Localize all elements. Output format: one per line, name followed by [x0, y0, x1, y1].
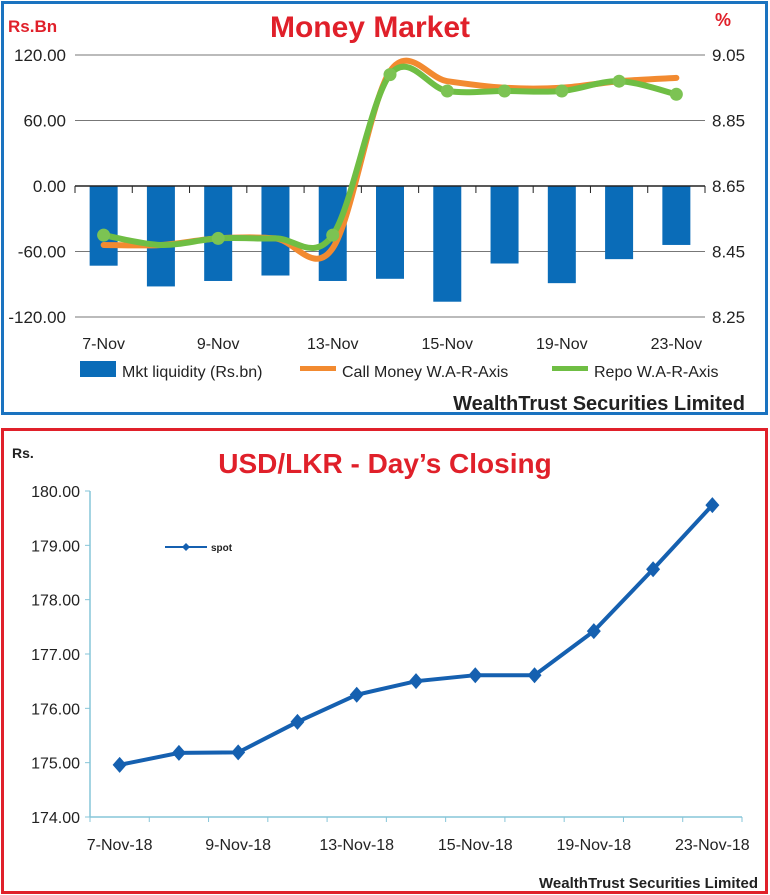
spot-marker	[705, 497, 720, 514]
legend-label: spot	[211, 543, 233, 554]
spot-marker	[586, 623, 601, 640]
x-tick-label: 15-Nov-18	[438, 837, 513, 854]
repo-marker	[440, 84, 454, 98]
x-tick-label: 19-Nov-18	[556, 837, 631, 854]
left-tick-label: 0.00	[33, 177, 66, 196]
y-tick-label: 180.00	[31, 484, 80, 501]
repo-marker	[612, 74, 626, 88]
x-tick-label: 7-Nov-18	[87, 837, 153, 854]
spot-marker	[349, 686, 364, 703]
bar-mkt-liquidity	[490, 186, 519, 264]
x-tick-label: 23-Nov	[651, 336, 703, 353]
bar-mkt-liquidity	[662, 186, 691, 245]
right-axis-unit: %	[715, 10, 731, 30]
y-tick-label: 178.00	[31, 593, 80, 610]
spot-marker	[112, 756, 127, 773]
footer-credit-2: WealthTrust Securities Limited	[539, 875, 758, 892]
x-tick-label: 7-Nov	[82, 336, 125, 353]
x-tick-label: 9-Nov-18	[205, 837, 271, 854]
x-tick-label: 23-Nov-18	[675, 837, 750, 854]
line-spot	[119, 503, 714, 767]
bar-mkt-liquidity	[376, 186, 404, 279]
repo-marker	[555, 84, 569, 98]
y-tick-label: 175.00	[31, 756, 80, 773]
legend-label: Mkt liquidity (Rs.bn)	[122, 364, 262, 381]
repo-marker	[498, 84, 512, 98]
left-tick-label: -120.00	[8, 308, 66, 327]
left-axis-unit: Rs.Bn	[8, 17, 57, 36]
legend-label: Repo W.A-R-Axis	[594, 364, 718, 381]
bar-mkt-liquidity	[605, 186, 634, 260]
legend-swatch-call-money	[300, 366, 336, 371]
x-tick-label: 9-Nov	[197, 336, 240, 353]
left-tick-label: 60.00	[23, 112, 66, 131]
right-tick-label: 9.05	[712, 46, 745, 65]
right-tick-label: 8.25	[712, 308, 745, 327]
right-tick-label: 8.45	[712, 243, 745, 262]
y-tick-label: 179.00	[31, 538, 80, 555]
right-tick-label: 8.85	[712, 112, 745, 131]
footer-credit: WealthTrust Securities Limited	[453, 393, 745, 415]
legend-label: Call Money W.A-R-Axis	[342, 364, 508, 381]
x-tick-label: 19-Nov	[536, 336, 588, 353]
bar-mkt-liquidity	[261, 186, 290, 276]
repo-marker	[326, 228, 340, 242]
bar-mkt-liquidity	[89, 186, 118, 266]
money-market-title: Money Market	[270, 11, 470, 44]
legend-swatch-mkt-liquidity	[80, 361, 116, 377]
x-tick-label: 13-Nov-18	[319, 837, 394, 854]
x-tick-label: 15-Nov	[421, 336, 473, 353]
left-tick-label: 120.00	[14, 46, 66, 65]
y-tick-label: 177.00	[31, 647, 80, 664]
y-tick-label: 176.00	[31, 701, 80, 718]
bar-mkt-liquidity	[547, 186, 576, 284]
bar-mkt-liquidity	[433, 186, 462, 302]
y-axis-unit: Rs.	[12, 445, 34, 461]
usd-lkr-title: USD/LKR - Day’s Closing	[218, 448, 551, 479]
spot-marker	[409, 673, 423, 690]
spot-marker	[290, 713, 305, 730]
legend-swatch-repo	[552, 366, 588, 371]
spot-marker	[527, 667, 542, 684]
money-market-panel	[1, 1, 768, 415]
spot-marker	[646, 561, 661, 578]
right-tick-label: 8.65	[712, 177, 745, 196]
repo-marker	[383, 68, 397, 82]
spot-marker	[468, 667, 483, 684]
y-tick-label: 174.00	[31, 810, 80, 827]
legend-marker-spot	[182, 543, 190, 551]
repo-marker	[97, 228, 111, 242]
left-tick-label: -60.00	[18, 243, 66, 262]
usd-lkr-panel	[1, 428, 768, 894]
repo-marker	[211, 231, 225, 245]
spot-marker	[171, 744, 186, 761]
repo-marker	[669, 87, 683, 101]
bar-mkt-liquidity	[146, 186, 175, 287]
x-tick-label: 13-Nov	[307, 336, 359, 353]
spot-marker	[231, 744, 246, 761]
